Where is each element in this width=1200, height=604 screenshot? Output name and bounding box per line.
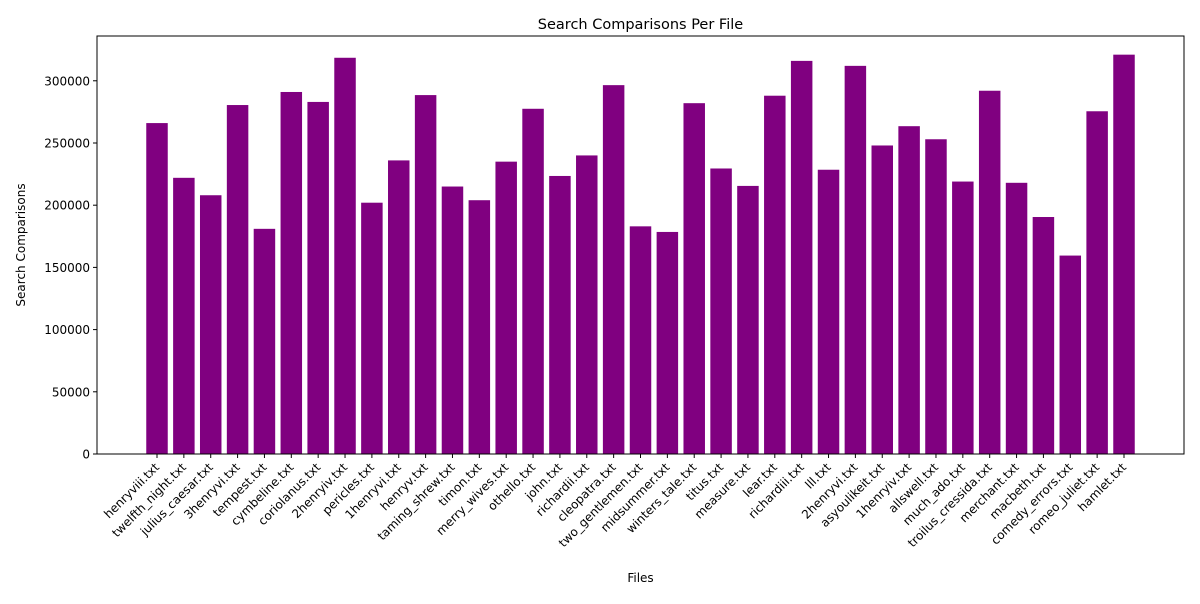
bar — [737, 185, 759, 454]
bar — [522, 108, 544, 454]
bar — [388, 160, 410, 454]
x-axis: henryviii.txttwelfth_night.txtjulius_cae… — [101, 454, 1129, 550]
bar — [1005, 182, 1028, 455]
bar — [495, 161, 517, 454]
bars-group — [146, 54, 1135, 455]
bar — [414, 95, 437, 454]
bar — [602, 85, 625, 454]
bar — [334, 57, 356, 455]
bar — [549, 175, 571, 454]
bar — [280, 91, 303, 454]
bar — [361, 202, 383, 454]
bar — [844, 65, 867, 455]
x-axis-label: Files — [627, 571, 653, 585]
bar — [226, 105, 249, 454]
y-tick-label: 150000 — [44, 261, 90, 275]
bar — [146, 123, 168, 454]
bar — [656, 231, 679, 454]
bar — [199, 195, 222, 455]
plot-frame — [96, 35, 1185, 455]
bar — [871, 145, 893, 455]
bar — [898, 126, 920, 454]
bar — [1032, 217, 1055, 454]
y-tick-label: 300000 — [44, 74, 90, 88]
bar — [1086, 111, 1108, 454]
bar — [790, 60, 813, 454]
y-tick-label: 0 — [82, 448, 90, 462]
y-tick-label: 100000 — [44, 323, 90, 337]
bar — [710, 168, 732, 455]
bar — [1113, 54, 1135, 454]
bar — [441, 186, 464, 454]
bar — [468, 200, 491, 454]
bar — [1059, 255, 1082, 454]
bar — [952, 181, 974, 455]
y-tick-label: 250000 — [44, 136, 90, 150]
bar — [173, 177, 195, 454]
bar — [925, 139, 947, 454]
y-axis-label: Search Comparisons — [14, 183, 28, 306]
y-axis: 0 50000 100000 150000 200000 250000 300000 — [44, 74, 97, 462]
bar — [576, 155, 598, 454]
bar — [683, 103, 705, 455]
bar — [253, 228, 276, 454]
bar — [764, 95, 786, 455]
y-tick-label: 200000 — [44, 199, 90, 213]
bar — [629, 226, 652, 454]
y-tick-label: 50000 — [52, 385, 90, 399]
bar — [817, 169, 840, 455]
bar — [978, 90, 1001, 455]
chart-title: Search Comparisons Per File — [538, 17, 743, 33]
bar — [307, 101, 329, 455]
